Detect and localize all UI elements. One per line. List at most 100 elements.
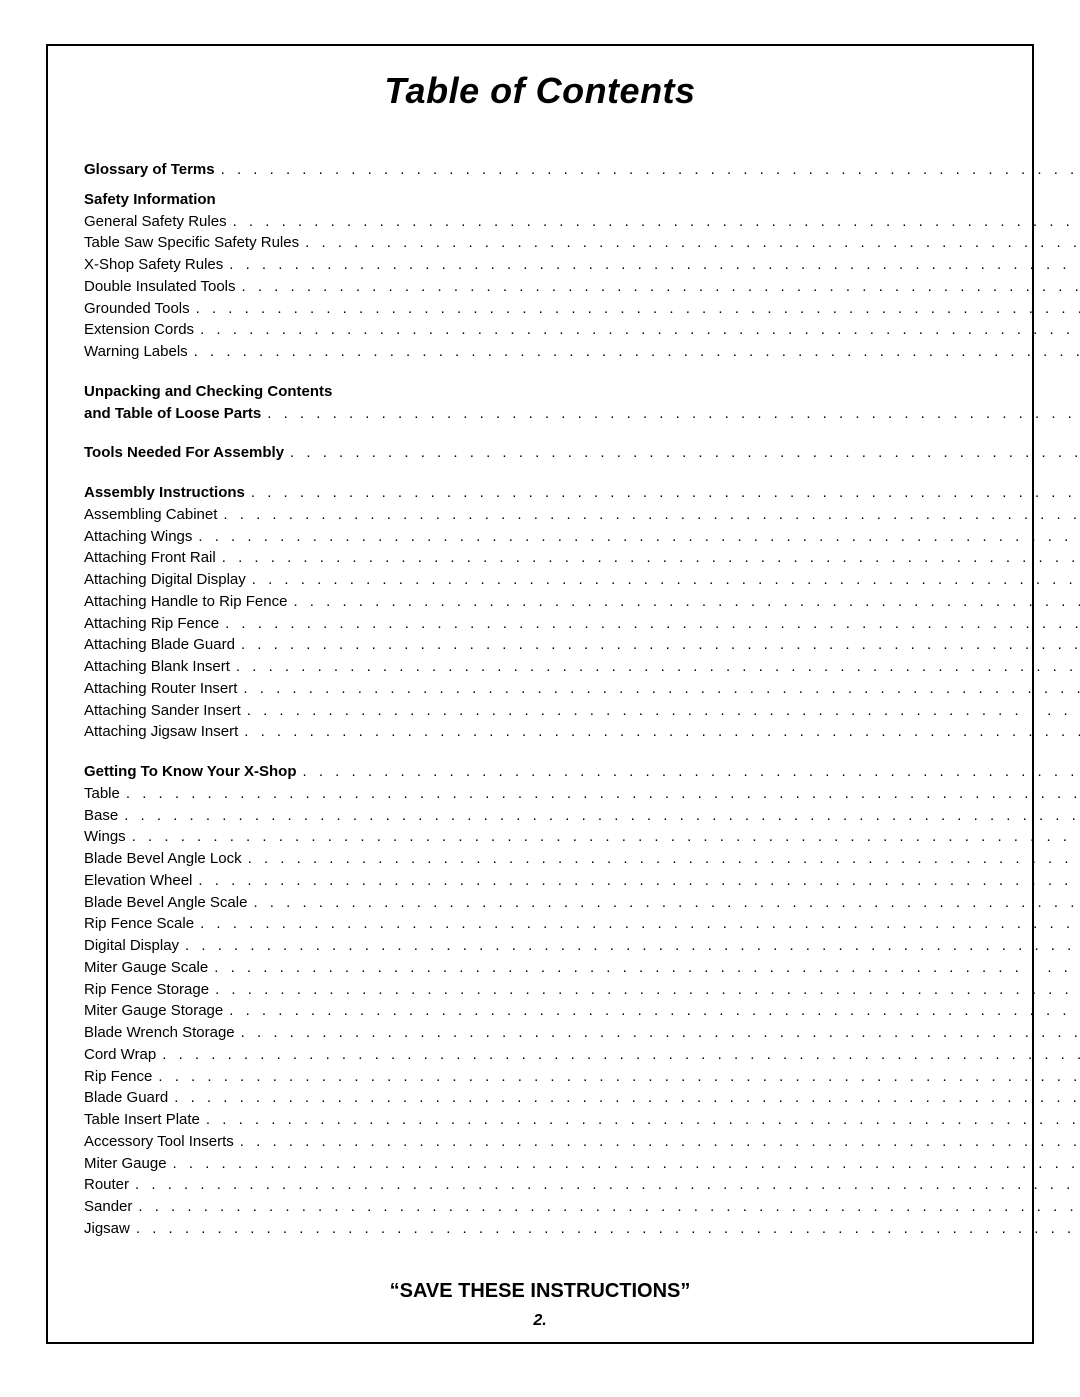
toc-label: Base — [84, 805, 124, 827]
toc-leader-dots — [221, 159, 1080, 181]
toc-leader-dots — [305, 232, 1080, 254]
toc-label: Rip Fence — [84, 1066, 158, 1088]
toc-label: Table Insert Plate — [84, 1109, 206, 1131]
toc-row: Attaching Wings44 — [84, 526, 1080, 548]
toc-row: Table Saw Specific Safety Rules5 — [84, 232, 1080, 254]
toc-leader-dots — [240, 1131, 1080, 1153]
page: Table of Contents Page Glossary of Terms… — [0, 0, 1080, 1397]
toc-leader-dots — [196, 298, 1080, 320]
toc-label: Getting To Know Your X-Shop — [84, 761, 302, 783]
toc-leader-dots — [241, 1022, 1080, 1044]
toc-label: Glossary of Terms — [84, 159, 221, 181]
toc-label: General Safety Rules — [84, 211, 233, 233]
page-number: 2. — [48, 1312, 1032, 1330]
toc-row: Base60 — [84, 805, 1080, 827]
toc-row: Assembling Cabinet40 — [84, 504, 1080, 526]
toc-row: General Safety Rules4 — [84, 211, 1080, 233]
toc-label: Jigsaw — [84, 1218, 136, 1240]
toc-leader-dots — [253, 892, 1080, 914]
toc-label: Attaching Digital Display — [84, 569, 252, 591]
toc-label: Attaching Rip Fence — [84, 613, 225, 635]
toc-leader-dots — [206, 1109, 1080, 1131]
toc-leader-dots — [293, 591, 1080, 613]
toc-label: Rip Fence Scale — [84, 913, 200, 935]
toc-row: Attaching Sander Insert56 — [84, 700, 1080, 722]
toc-row: Router64 — [84, 1174, 1080, 1196]
toc-row: Accessory Tool Inserts64 — [84, 1131, 1080, 1153]
toc-label: Extension Cords — [84, 319, 200, 341]
toc-leader-dots — [229, 254, 1080, 276]
toc-label: Table Saw Specific Safety Rules — [84, 232, 305, 254]
toc-row: Blade Bevel Angle Scale60 — [84, 892, 1080, 914]
toc-row: Blade Bevel Angle Lock60 — [84, 848, 1080, 870]
toc-leader-dots — [243, 678, 1080, 700]
page-label: Page — [84, 140, 1080, 157]
toc-row: and Table of Loose Parts32-38 — [84, 403, 1080, 425]
toc-row: Assembly Instructions40–58 — [84, 482, 1080, 504]
toc-label: Miter Gauge Storage — [84, 1000, 229, 1022]
toc-row: Attaching Rip Fence48 — [84, 613, 1080, 635]
toc-row: Digital Display60 — [84, 935, 1080, 957]
toc-row: Attaching Jigsaw Insert58 — [84, 721, 1080, 743]
toc-row: Table Insert Plate62 — [84, 1109, 1080, 1131]
toc-label: Wings — [84, 826, 132, 848]
toc-leader-dots — [267, 403, 1080, 425]
toc-label: Accessory Tool Inserts — [84, 1131, 240, 1153]
toc-leader-dots — [158, 1066, 1080, 1088]
toc-label: Attaching Blade Guard — [84, 634, 241, 656]
toc-label: Sander — [84, 1196, 138, 1218]
toc-leader-dots — [229, 1000, 1080, 1022]
toc-spacer — [84, 181, 1080, 189]
toc-row: Attaching Router Insert54 — [84, 678, 1080, 700]
toc-row: Attaching Front Rail44 — [84, 547, 1080, 569]
toc-row: Table60 — [84, 783, 1080, 805]
toc-label: Safety Information — [84, 189, 222, 211]
toc-label: Tools Needed For Assembly — [84, 442, 290, 464]
page-title: Table of Contents — [84, 70, 996, 112]
toc-row: Safety Information — [84, 189, 1080, 211]
toc-row: X-Shop Safety Rules7 — [84, 254, 1080, 276]
toc-spacer — [84, 363, 1080, 381]
toc-label: Rip Fence Storage — [84, 979, 215, 1001]
toc-row: Grounded Tools10 — [84, 298, 1080, 320]
toc-leader-dots — [124, 805, 1080, 827]
toc-leader-dots — [194, 341, 1080, 363]
toc-leader-dots — [198, 870, 1080, 892]
toc-leader-dots — [126, 783, 1080, 805]
toc-leader-dots — [198, 526, 1080, 548]
toc-leader-dots — [215, 979, 1080, 1001]
toc-leader-dots — [225, 613, 1080, 635]
toc-leader-dots — [223, 504, 1080, 526]
toc-row: Unpacking and Checking Contents — [84, 381, 1080, 403]
save-instructions: “SAVE THESE INSTRUCTIONS” — [84, 1280, 996, 1303]
toc-row: Blade Guard62 — [84, 1087, 1080, 1109]
toc-leader-dots — [135, 1174, 1080, 1196]
toc-row: Attaching Blade Guard50 — [84, 634, 1080, 656]
toc-leader-dots — [200, 319, 1080, 341]
toc-row: Sander64 — [84, 1196, 1080, 1218]
toc-row: Double Insulated Tools10 — [84, 276, 1080, 298]
toc-row: Elevation Wheel60 — [84, 870, 1080, 892]
toc-row: Extension Cords10 — [84, 319, 1080, 341]
toc-label: Attaching Handle to Rip Fence — [84, 591, 293, 613]
toc-label: Elevation Wheel — [84, 870, 198, 892]
toc-columns: Page Glossary of Terms3Safety Informatio… — [84, 140, 996, 1240]
toc-row: Rip Fence62 — [84, 1066, 1080, 1088]
toc-row: Miter Gauge Storage62 — [84, 1000, 1080, 1022]
toc-label: Attaching Wings — [84, 526, 198, 548]
toc-row: Blade Wrench Storage62 — [84, 1022, 1080, 1044]
toc-row: Rip Fence Scale60 — [84, 913, 1080, 935]
toc-leader-dots — [241, 634, 1080, 656]
toc-leader-dots — [290, 442, 1080, 464]
toc-label: Blade Bevel Angle Scale — [84, 892, 253, 914]
toc-label: X-Shop Safety Rules — [84, 254, 229, 276]
toc-leader-dots — [162, 1044, 1080, 1066]
toc-leader-dots — [302, 761, 1080, 783]
toc-spacer — [84, 464, 1080, 482]
toc-row: Jigsaw64 — [84, 1218, 1080, 1240]
toc-leader-dots — [252, 569, 1080, 591]
toc-label: Attaching Front Rail — [84, 547, 222, 569]
toc-spacer — [84, 424, 1080, 442]
toc-label: Digital Display — [84, 935, 185, 957]
toc-leader-dots — [233, 211, 1080, 233]
